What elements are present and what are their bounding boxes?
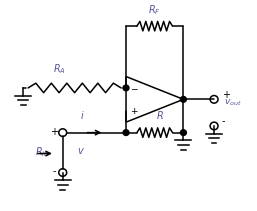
Text: -: - xyxy=(222,116,225,126)
Text: $v$: $v$ xyxy=(77,146,85,156)
Text: $R_A$: $R_A$ xyxy=(53,62,66,76)
Text: +: + xyxy=(50,127,58,137)
Text: $v_{out}$: $v_{out}$ xyxy=(224,97,242,108)
Circle shape xyxy=(180,130,186,135)
Text: +: + xyxy=(222,90,230,100)
Text: $+$: $+$ xyxy=(130,106,138,116)
Text: $R$: $R$ xyxy=(156,109,164,121)
Circle shape xyxy=(123,85,129,91)
Circle shape xyxy=(180,96,186,102)
Text: $-$: $-$ xyxy=(130,83,138,92)
Text: $R_{in}$: $R_{in}$ xyxy=(35,145,50,158)
Text: $i$: $i$ xyxy=(80,109,85,121)
Circle shape xyxy=(123,130,129,135)
Text: $R_F$: $R_F$ xyxy=(148,3,161,17)
Text: -: - xyxy=(52,167,56,177)
